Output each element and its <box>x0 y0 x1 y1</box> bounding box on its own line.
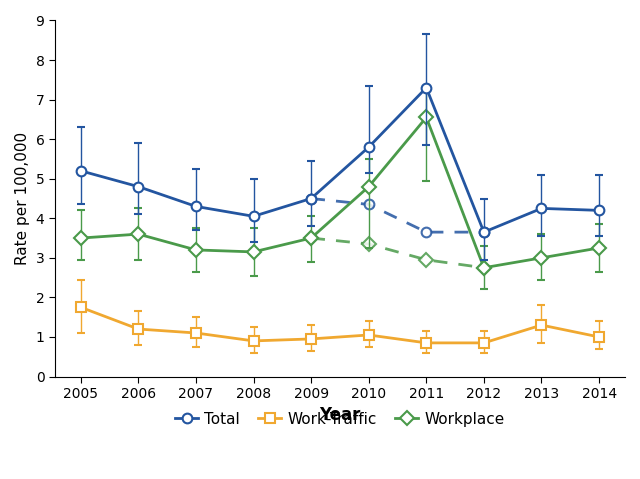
Y-axis label: Rate per 100,000: Rate per 100,000 <box>15 132 30 265</box>
X-axis label: Year: Year <box>319 407 360 424</box>
Legend: Total, Work-Traffic, Workplace: Total, Work-Traffic, Workplace <box>169 406 511 433</box>
